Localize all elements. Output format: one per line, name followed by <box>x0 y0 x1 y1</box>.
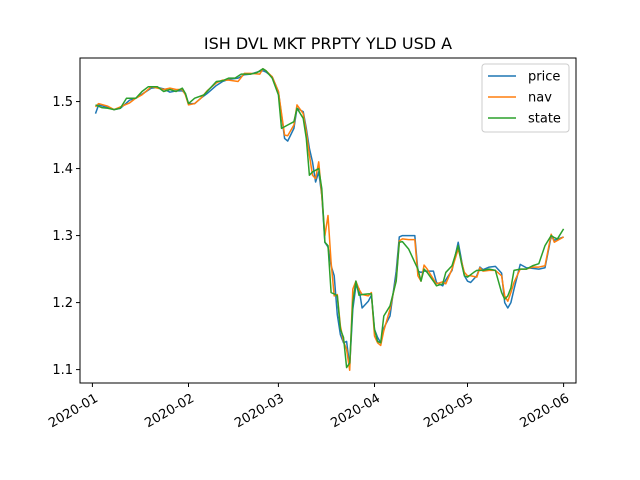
y-axis: 1.1 1.2 1.3 1.4 1.5 <box>52 95 80 378</box>
legend-label-price: price <box>528 70 560 85</box>
legend-label-nav: nav <box>528 91 552 106</box>
series-line-state <box>95 67 565 369</box>
legend: price nav state <box>481 63 570 133</box>
series-line-nav <box>94 67 564 372</box>
legend-label-state: state <box>528 112 561 127</box>
y-tick-label: 1.4 <box>52 162 73 177</box>
y-tick-label: 1.1 <box>52 363 73 378</box>
axes-frame <box>79 57 577 384</box>
y-tick-label: 1.5 <box>52 95 73 110</box>
chart-title: ISH DVL MKT PRPTY YLD USD A <box>204 34 452 53</box>
legend-box <box>481 63 570 133</box>
series-layer <box>94 67 565 372</box>
y-tick-label: 1.2 <box>52 296 73 311</box>
y-tick-label: 1.3 <box>52 229 73 244</box>
